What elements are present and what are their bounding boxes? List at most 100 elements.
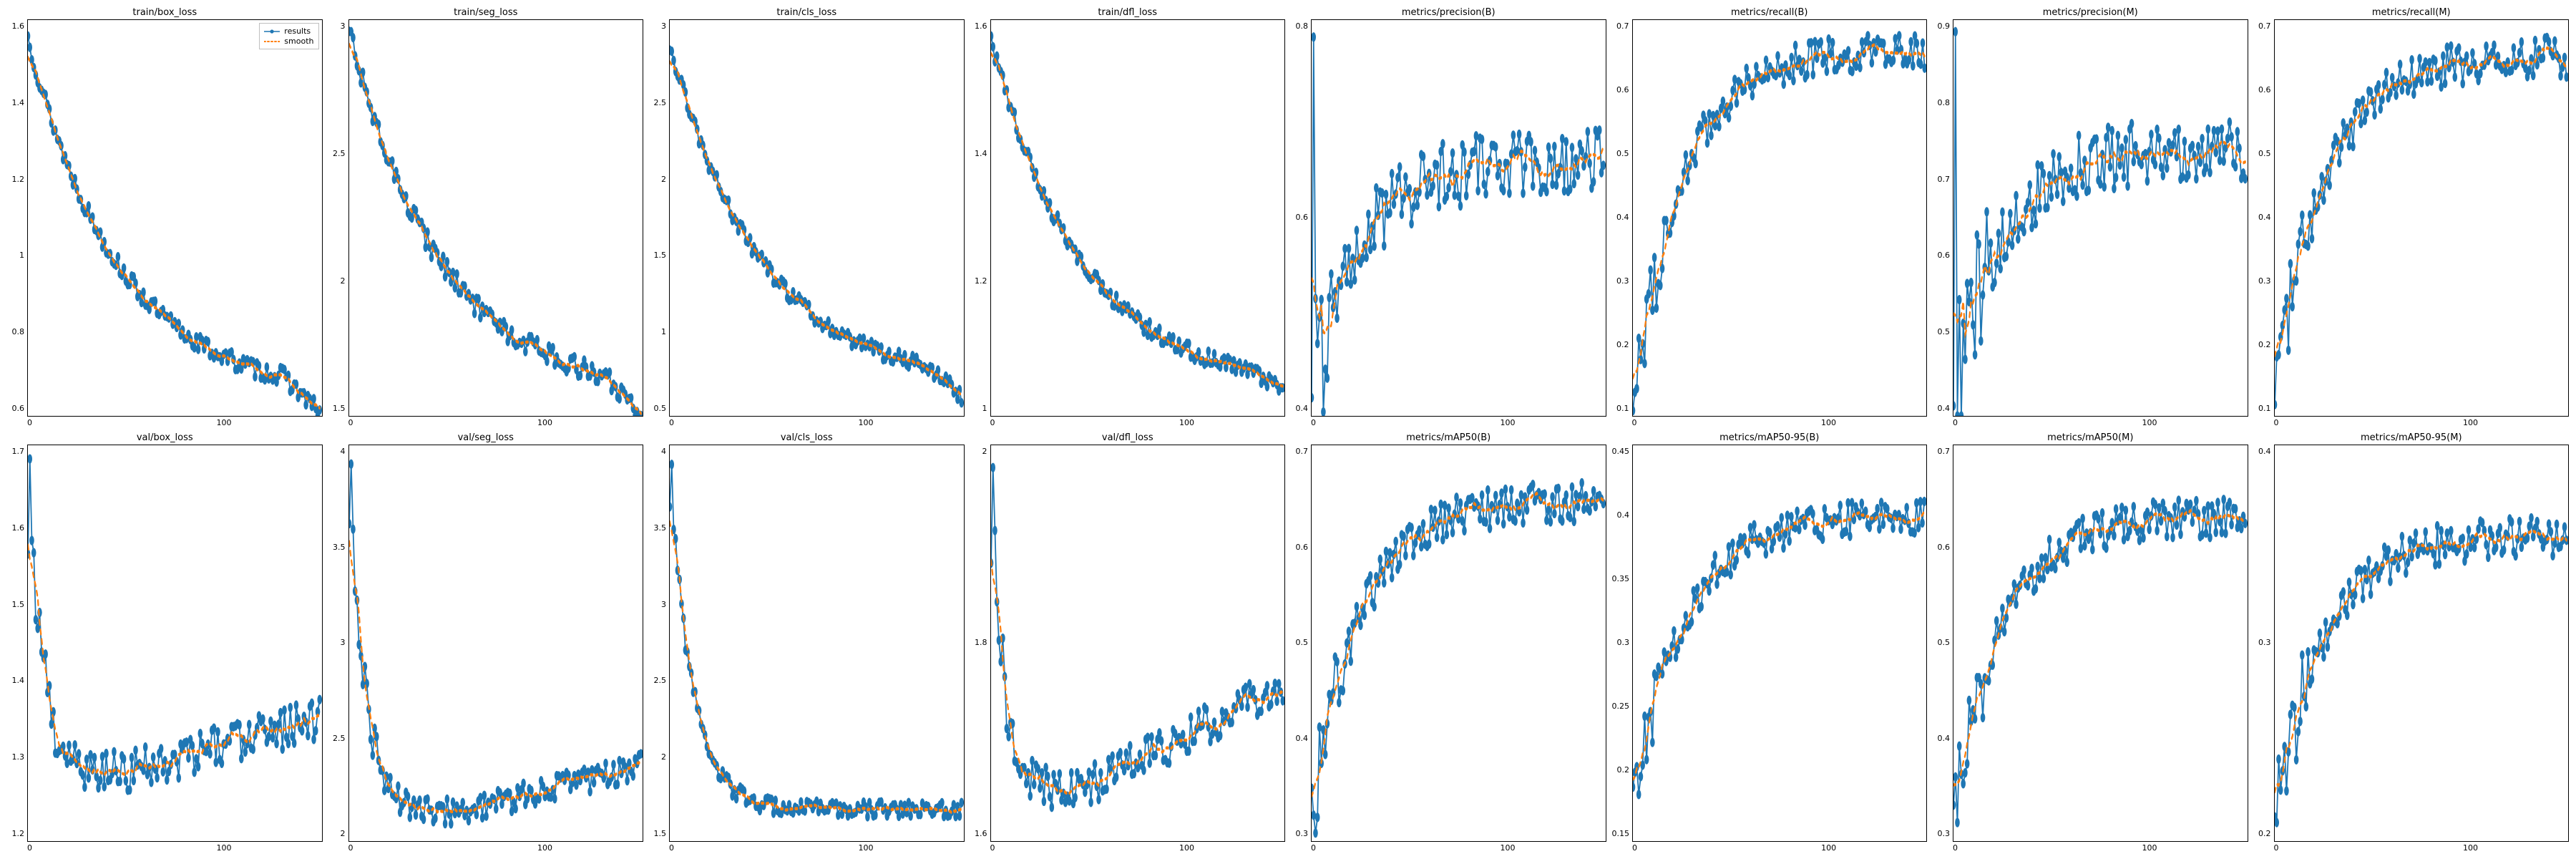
results-marker xyxy=(2047,535,2052,544)
results-marker xyxy=(1546,142,1551,152)
y-axis-ticks: 43.532.52 xyxy=(328,445,348,852)
legend-row-results: results xyxy=(264,26,313,36)
y-axis-ticks: 1.61.41.210.80.6 xyxy=(7,19,27,427)
results-marker xyxy=(1507,188,1512,198)
results-marker xyxy=(2104,543,2109,553)
results-marker xyxy=(1372,241,1377,251)
results-marker xyxy=(122,754,127,764)
y-tick-label: 0.3 xyxy=(2254,277,2271,285)
results-marker xyxy=(1544,515,1549,525)
results-marker xyxy=(2275,400,2277,409)
results-marker xyxy=(2182,137,2187,146)
results-marker xyxy=(1779,513,1784,523)
results-marker xyxy=(1554,180,1559,190)
results-marker xyxy=(2303,702,2308,712)
x-tick-label: 0 xyxy=(1632,843,1637,853)
results-marker xyxy=(1395,173,1400,182)
results-marker xyxy=(2175,520,2180,530)
results-marker xyxy=(1325,374,1330,383)
results-marker xyxy=(1028,791,1033,800)
results-marker xyxy=(2378,105,2383,114)
results-marker xyxy=(77,749,82,758)
results-marker xyxy=(1397,560,1402,569)
results-marker xyxy=(2456,43,2461,52)
results-marker xyxy=(2386,545,2391,555)
x-axis-ticks: 0100 xyxy=(1953,842,2248,852)
results-marker xyxy=(1430,181,1435,190)
results-marker xyxy=(991,463,995,472)
results-marker xyxy=(396,781,401,790)
results-marker xyxy=(1513,516,1518,525)
x-tick-label: 100 xyxy=(1500,418,1515,427)
results-marker xyxy=(2021,227,2026,236)
results-marker xyxy=(1480,135,1485,144)
results-marker xyxy=(2352,107,2357,117)
x-tick-label: 0 xyxy=(669,843,674,853)
plot-box xyxy=(2274,445,2570,842)
results-marker xyxy=(2200,134,2205,143)
results-marker xyxy=(1650,737,1655,747)
results-marker xyxy=(1149,732,1154,742)
plot-box xyxy=(348,19,644,417)
results-marker xyxy=(1096,795,1101,804)
x-axis-ticks: 0100 xyxy=(1311,417,1606,427)
y-tick-label: 0.3 xyxy=(1933,830,1950,838)
results-marker xyxy=(1323,364,1328,374)
results-marker xyxy=(509,325,514,334)
results-line xyxy=(670,50,962,403)
results-marker xyxy=(2202,506,2207,515)
results-marker xyxy=(1049,802,1054,812)
results-marker xyxy=(1877,524,1882,533)
results-marker xyxy=(2276,350,2281,359)
results-marker xyxy=(1137,749,1142,759)
results-marker xyxy=(2360,593,2365,603)
results-marker xyxy=(577,371,582,380)
panel-title: metrics/mAP50(B) xyxy=(1406,432,1491,443)
results-marker xyxy=(1166,758,1171,767)
y-tick-label: 1.6 xyxy=(970,22,987,30)
results-marker xyxy=(1153,751,1158,760)
results-marker xyxy=(2388,577,2393,586)
results-marker xyxy=(2511,43,2516,52)
y-axis-ticks: 0.450.40.350.30.250.20.15 xyxy=(1612,445,1633,852)
x-tick-label: 100 xyxy=(858,418,873,427)
smooth-line xyxy=(1633,511,1924,779)
results-marker xyxy=(265,362,270,372)
results-line xyxy=(28,36,320,416)
y-tick-label: 1.5 xyxy=(649,830,666,838)
results-marker xyxy=(1092,759,1097,769)
results-marker xyxy=(1981,713,1986,722)
results-marker xyxy=(2147,525,2152,534)
plot-box xyxy=(1632,19,1928,417)
smooth-line xyxy=(1633,45,1925,378)
results-marker xyxy=(388,773,393,782)
results-line xyxy=(991,36,1283,391)
results-marker xyxy=(1397,162,1402,172)
panel-title: val/dfl_loss xyxy=(1102,432,1153,443)
results-marker xyxy=(1594,502,1599,511)
results-marker xyxy=(1259,707,1264,716)
x-axis-ticks: 0100 xyxy=(990,842,1286,852)
results-marker xyxy=(2409,552,2414,561)
results-marker xyxy=(1822,53,1827,62)
results-marker xyxy=(1274,697,1279,706)
results-marker xyxy=(2200,530,2205,540)
results-marker xyxy=(1818,37,1823,47)
results-marker xyxy=(1764,549,1769,558)
results-marker xyxy=(1563,490,1568,500)
results-marker xyxy=(161,767,166,777)
results-marker xyxy=(1791,76,1796,85)
results-marker xyxy=(250,744,255,754)
results-marker xyxy=(2323,618,2328,627)
chart-panel: metrics/mAP50-95(B)0.450.40.350.30.250.2… xyxy=(1612,432,1928,852)
results-marker xyxy=(306,731,311,740)
results-marker xyxy=(381,786,386,795)
results-marker xyxy=(2501,545,2506,555)
results-marker xyxy=(1869,58,1874,67)
results-marker xyxy=(2109,518,2114,527)
results-marker xyxy=(2466,525,2471,535)
results-marker xyxy=(1646,289,1651,299)
results-marker xyxy=(1860,498,1865,508)
results-marker xyxy=(1652,253,1657,262)
results-marker xyxy=(1450,528,1455,537)
